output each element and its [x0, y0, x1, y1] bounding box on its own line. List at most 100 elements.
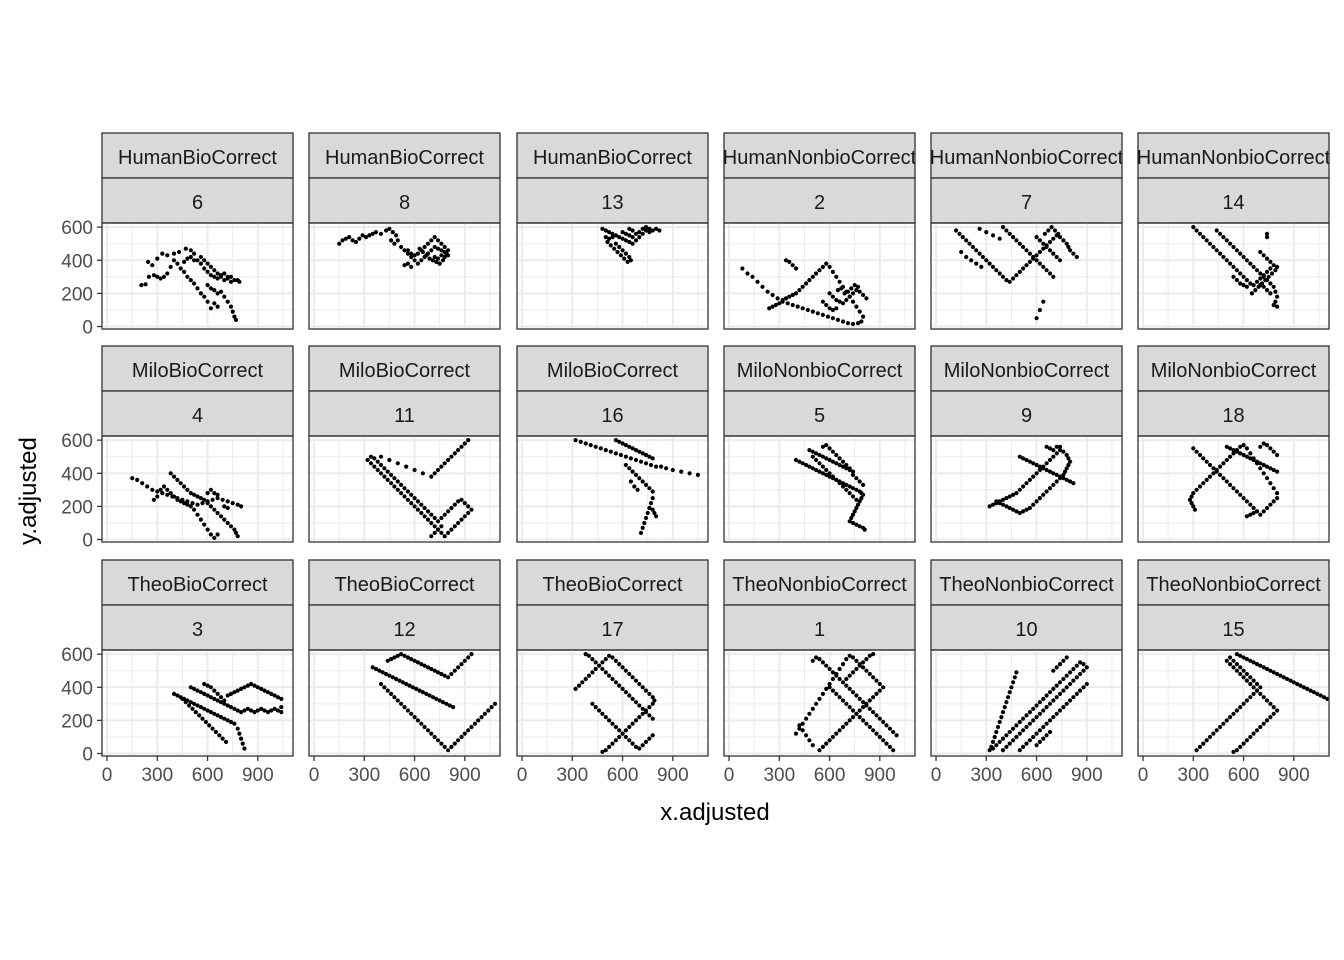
data-point	[180, 696, 185, 702]
data-point	[1315, 691, 1320, 697]
data-point	[405, 251, 410, 256]
data-point	[884, 723, 889, 728]
data-point	[469, 724, 474, 730]
data-point	[272, 693, 277, 698]
data-point	[1251, 691, 1256, 697]
data-point	[208, 264, 213, 269]
data-point	[1017, 510, 1022, 516]
data-point	[1244, 738, 1249, 743]
data-point	[1244, 514, 1249, 519]
data-point	[432, 244, 437, 250]
data-point	[657, 228, 662, 233]
data-point	[1051, 251, 1056, 256]
data-point	[1062, 469, 1068, 474]
data-point	[1254, 662, 1260, 667]
data-point	[198, 705, 203, 710]
data-point	[188, 491, 193, 496]
strip-condition	[516, 559, 709, 606]
data-point	[640, 525, 645, 531]
y-tick-label: 400	[61, 678, 93, 699]
data-point	[1311, 690, 1316, 695]
data-point	[804, 716, 809, 721]
data-point	[977, 226, 982, 231]
data-point	[640, 226, 645, 231]
data-point	[429, 534, 434, 539]
data-point	[824, 472, 829, 477]
data-point	[984, 230, 989, 235]
data-point	[1017, 269, 1022, 274]
data-point	[850, 469, 856, 474]
data-point	[1021, 728, 1026, 733]
data-point	[773, 302, 779, 308]
data-point	[252, 710, 257, 715]
data-point	[192, 251, 197, 256]
data-point	[1221, 254, 1226, 260]
data-point	[373, 230, 379, 235]
data-point	[399, 244, 404, 250]
data-point	[827, 306, 832, 311]
data-point	[1288, 678, 1293, 683]
data-point	[447, 703, 452, 708]
data-point	[446, 748, 451, 753]
data-point	[1273, 289, 1278, 294]
data-point	[1071, 666, 1076, 672]
data-point	[854, 693, 859, 698]
data-point	[208, 695, 213, 700]
data-point	[343, 236, 348, 241]
data-point	[600, 660, 605, 665]
data-point	[1241, 283, 1246, 288]
data-point	[586, 653, 592, 658]
data-point	[1248, 456, 1253, 461]
data-point	[804, 462, 809, 468]
data-point	[960, 235, 965, 240]
data-point	[1000, 225, 1006, 230]
data-point	[824, 443, 829, 448]
panel-points	[793, 443, 867, 532]
data-point	[610, 676, 615, 682]
data-point	[1248, 681, 1253, 687]
data-point	[844, 676, 849, 682]
data-point	[957, 231, 962, 236]
data-point	[1264, 278, 1270, 283]
data-point	[793, 731, 799, 736]
data-point	[210, 726, 215, 731]
data-point	[212, 301, 217, 306]
strip-label-id: 18	[1222, 405, 1244, 427]
data-point	[1031, 502, 1036, 507]
y-tick-label: 400	[61, 464, 93, 485]
panel-points	[573, 652, 657, 755]
data-point	[1275, 708, 1280, 713]
data-point	[1258, 444, 1263, 449]
strip-id	[516, 390, 709, 437]
data-point	[787, 259, 792, 264]
data-point	[255, 685, 260, 690]
data-point	[640, 743, 645, 748]
data-point	[395, 238, 400, 243]
data-point	[593, 660, 598, 665]
data-point	[1007, 231, 1012, 236]
data-point	[1061, 238, 1066, 243]
data-point	[633, 457, 639, 463]
data-point	[969, 258, 974, 263]
data-point	[1234, 748, 1239, 753]
data-point	[385, 477, 390, 482]
data-point	[1031, 734, 1036, 740]
data-point	[867, 653, 872, 658]
data-point	[429, 666, 434, 672]
data-point	[1268, 266, 1273, 271]
data-point	[633, 238, 639, 243]
data-point	[615, 249, 620, 255]
data-point	[215, 510, 220, 516]
data-point	[466, 655, 471, 660]
data-point	[854, 497, 859, 502]
data-point	[265, 690, 270, 695]
data-point	[171, 691, 177, 697]
data-point	[435, 256, 441, 261]
data-point	[964, 254, 969, 260]
data-point	[617, 734, 622, 740]
data-point	[837, 728, 842, 733]
data-point	[198, 690, 203, 695]
